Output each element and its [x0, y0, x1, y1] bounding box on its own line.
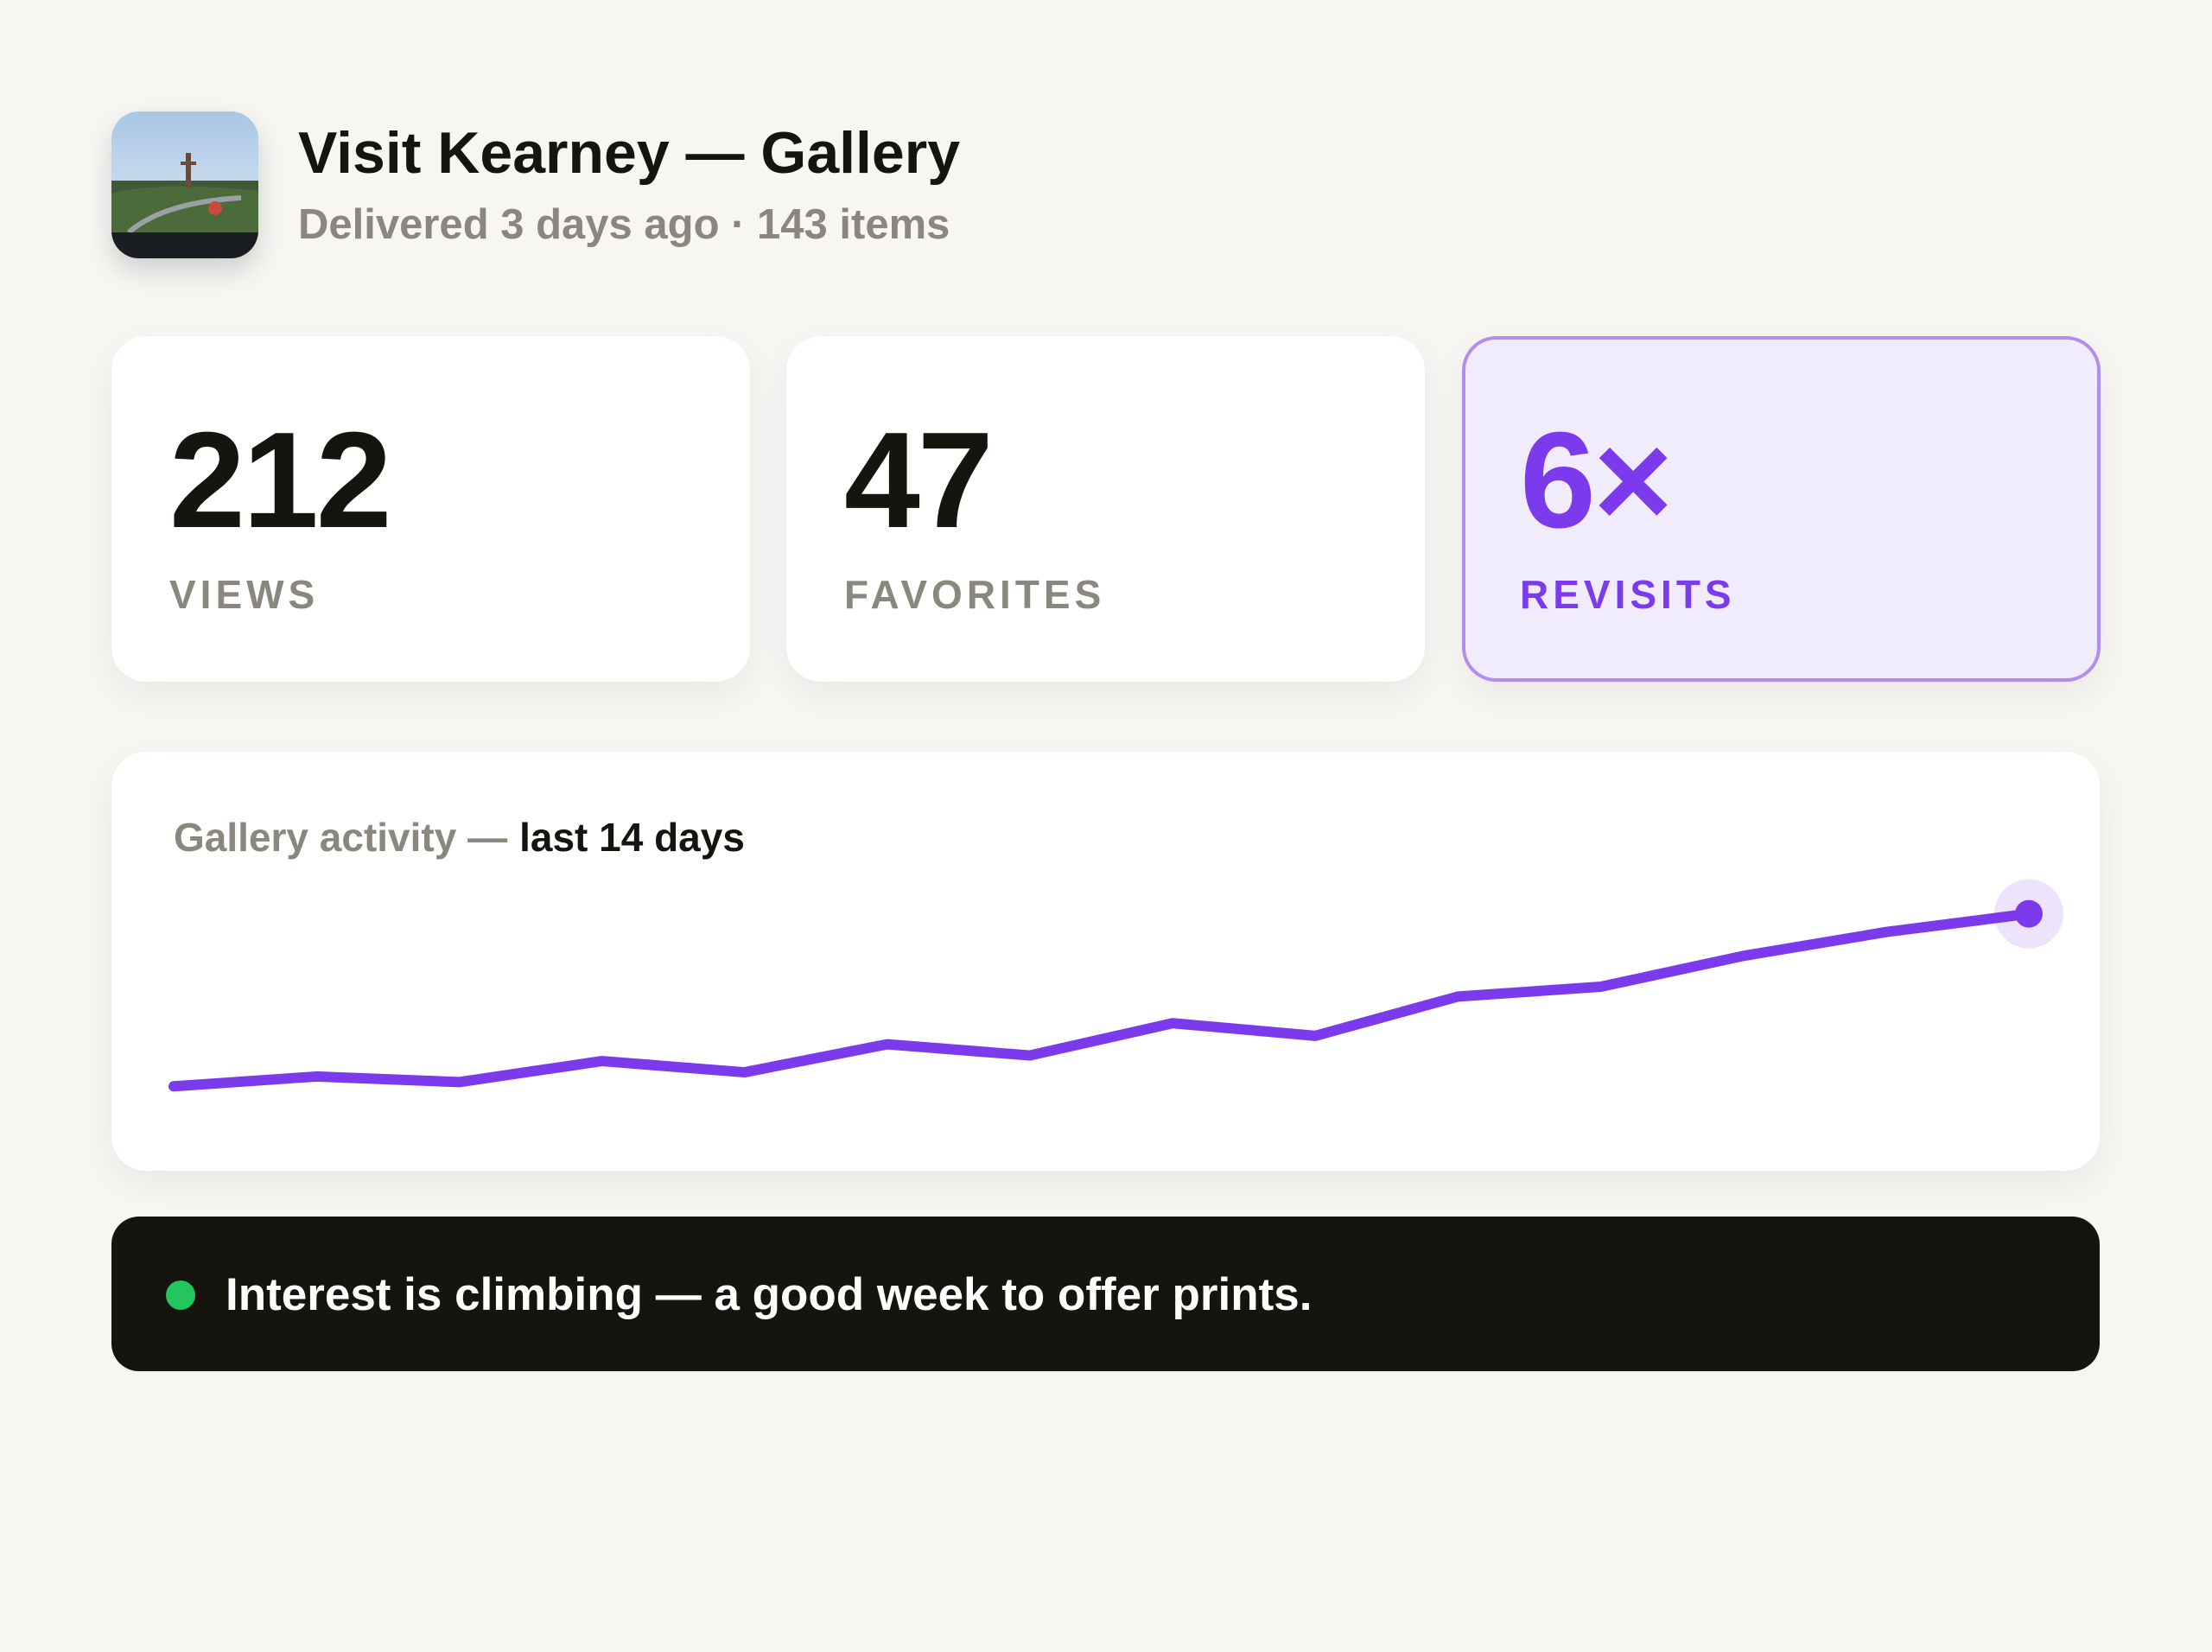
stat-card: 47 FAVORITES [786, 336, 1425, 682]
stat-label: VIEWS [169, 572, 320, 617]
thumbnail-image [111, 111, 258, 258]
stat-label: FAVORITES [844, 572, 1106, 617]
banner-text: Interest is climbing — a good week to of… [226, 1269, 1313, 1320]
chart-title: Gallery activity — [174, 815, 508, 860]
stat-value: 212 [169, 404, 392, 556]
stat-value: 47 [844, 404, 994, 556]
stat-value: 6× [1520, 404, 1673, 556]
chart-subtitle: last 14 days [519, 815, 745, 860]
status-dot [166, 1280, 195, 1310]
insight-banner: Interest is climbing — a good week to of… [111, 1217, 2100, 1371]
gallery-subtitle: Delivered 3 days ago · 143 items [298, 201, 950, 248]
stat-card: 212 VIEWS [111, 336, 750, 682]
gallery-title: Visit Kearney — Gallery [298, 120, 961, 186]
stat-card: 6× REVISITS [1462, 336, 2101, 682]
chart-heading: Gallery activity — last 14 days [174, 814, 745, 861]
gallery-thumbnail[interactable] [111, 111, 258, 258]
stat-label: REVISITS [1520, 572, 1736, 617]
